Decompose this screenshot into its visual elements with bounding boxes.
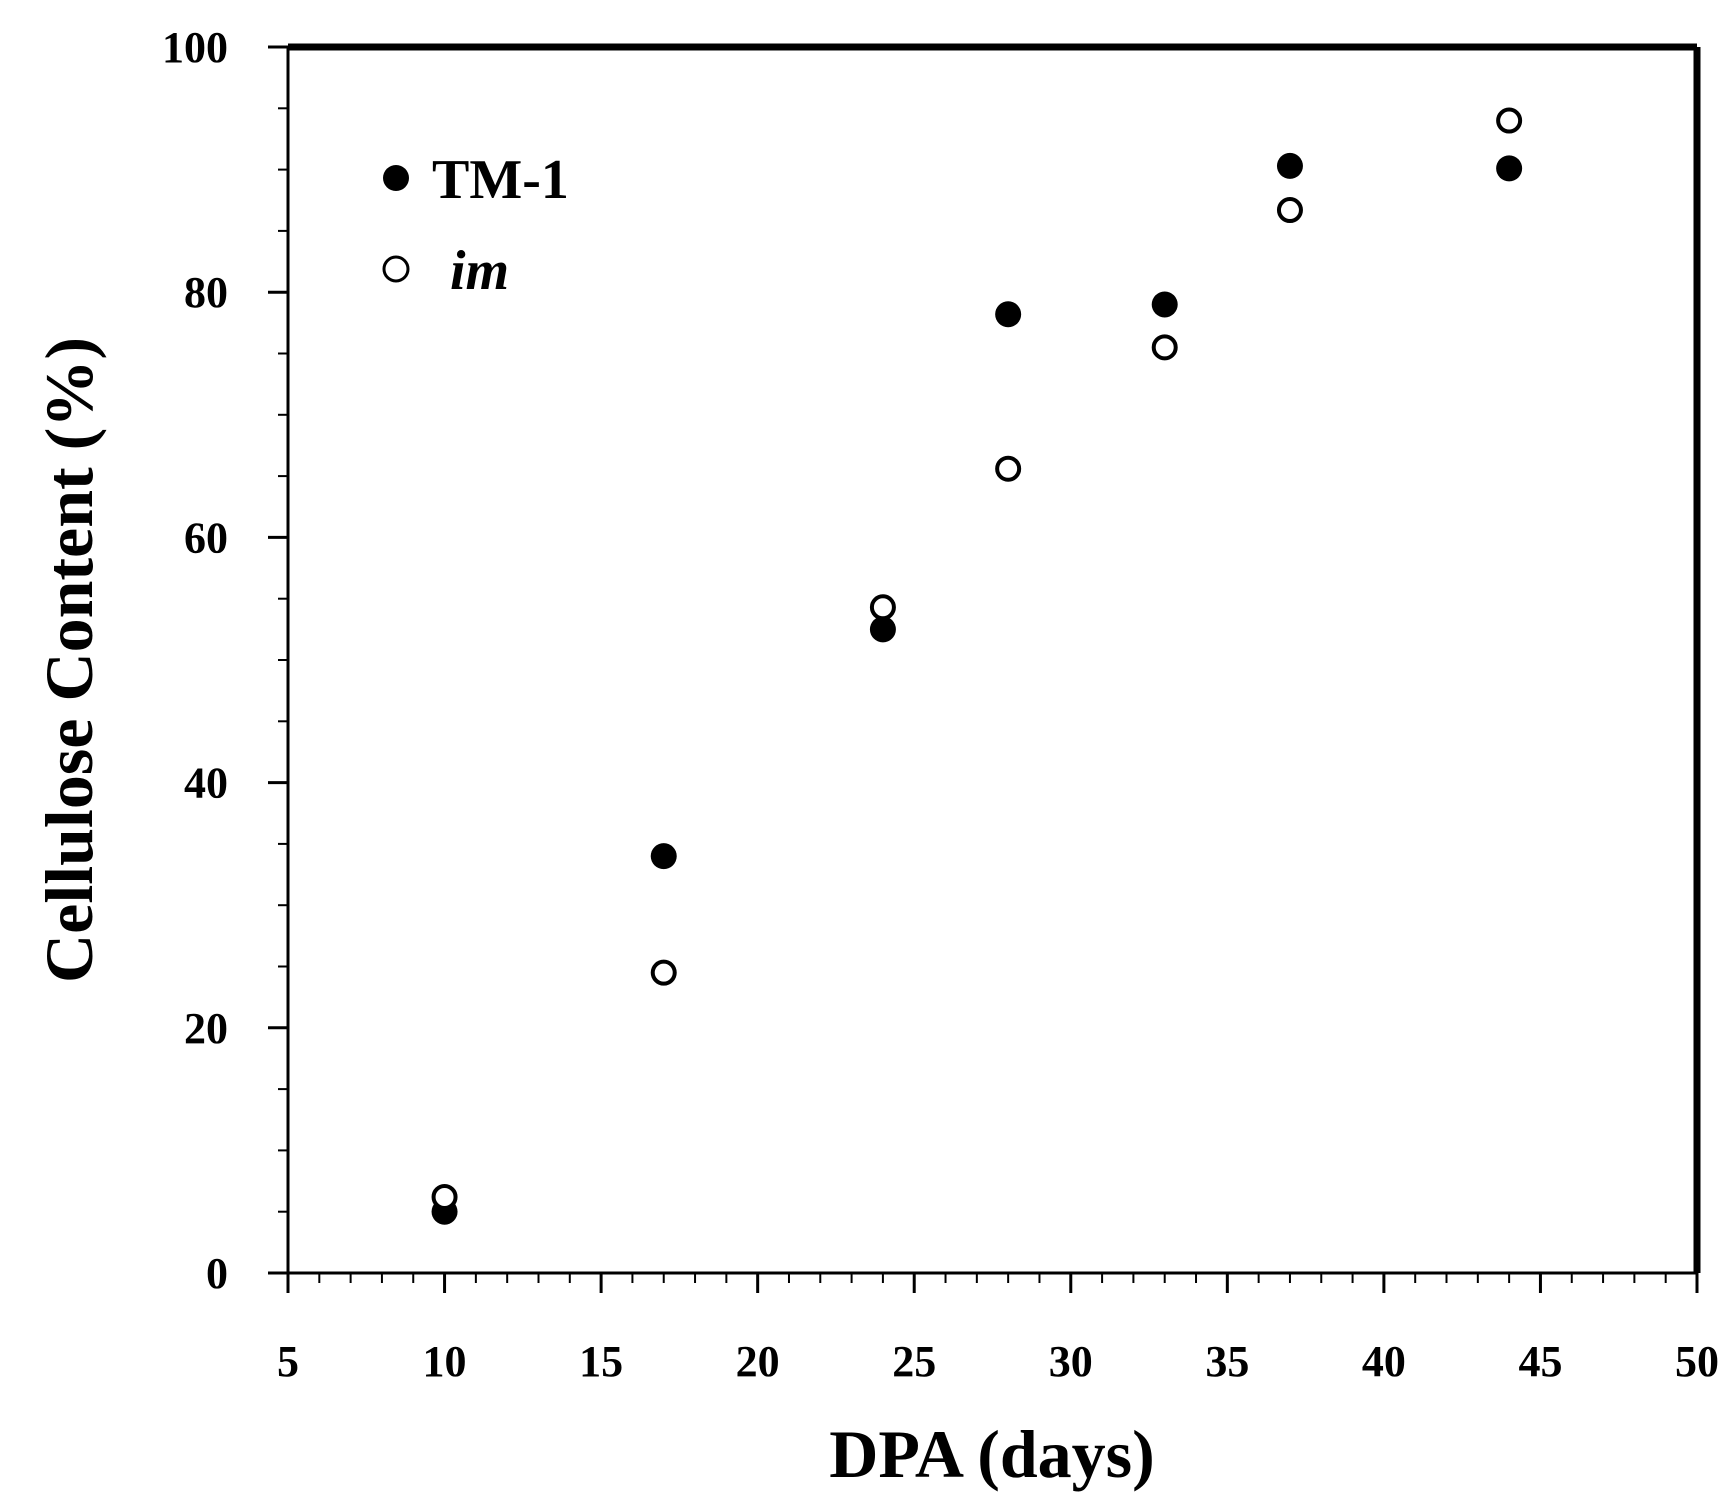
point-im [869, 594, 896, 621]
y-tick-label: 40 [184, 759, 228, 808]
y-tick-label: 0 [206, 1249, 228, 1298]
y-tick-labels: 0 20 40 60 80 100 [162, 23, 228, 1298]
legend-marker-tm1 [383, 165, 409, 191]
minor-ticks [278, 46, 1698, 1283]
point-tm1 [1151, 291, 1178, 318]
major-ticks [268, 45, 1699, 1293]
y-tick-label: 20 [184, 1004, 228, 1053]
x-tick-label: 25 [892, 1337, 936, 1386]
legend-marker-im [382, 255, 410, 283]
point-tm1 [1496, 155, 1523, 182]
x-tick-label: 45 [1518, 1337, 1562, 1386]
point-tm1 [650, 843, 677, 870]
x-tick-label: 30 [1049, 1337, 1093, 1386]
legend: TM-1 im [382, 149, 569, 302]
point-tm1 [869, 616, 896, 643]
y-axis-title: Cellulose Content (%) [31, 337, 107, 983]
x-tick-label: 35 [1205, 1337, 1249, 1386]
legend-label-tm1: TM-1 [432, 149, 569, 211]
legend-label-im: im [450, 240, 509, 302]
x-axis-title: DPA (days) [829, 1416, 1155, 1492]
point-im [650, 959, 677, 986]
point-im [995, 455, 1022, 482]
y-tick-label: 80 [184, 268, 228, 317]
point-im [1151, 334, 1178, 361]
point-im [1496, 107, 1523, 134]
point-im [1276, 197, 1303, 224]
x-tick-label: 20 [736, 1337, 780, 1386]
x-tick-labels: 5 10 15 20 25 30 35 40 45 50 [277, 1337, 1719, 1386]
x-tick-label: 5 [277, 1337, 299, 1386]
x-tick-label: 40 [1362, 1337, 1406, 1386]
x-tick-label: 15 [579, 1337, 623, 1386]
y-tick-label: 100 [162, 23, 228, 72]
x-tick-label: 10 [423, 1337, 467, 1386]
y-tick-label: 60 [184, 513, 228, 562]
point-tm1 [995, 301, 1022, 328]
point-tm1 [1276, 152, 1303, 179]
data-points [431, 107, 1523, 1225]
x-tick-label: 50 [1675, 1337, 1719, 1386]
point-im [431, 1183, 458, 1210]
